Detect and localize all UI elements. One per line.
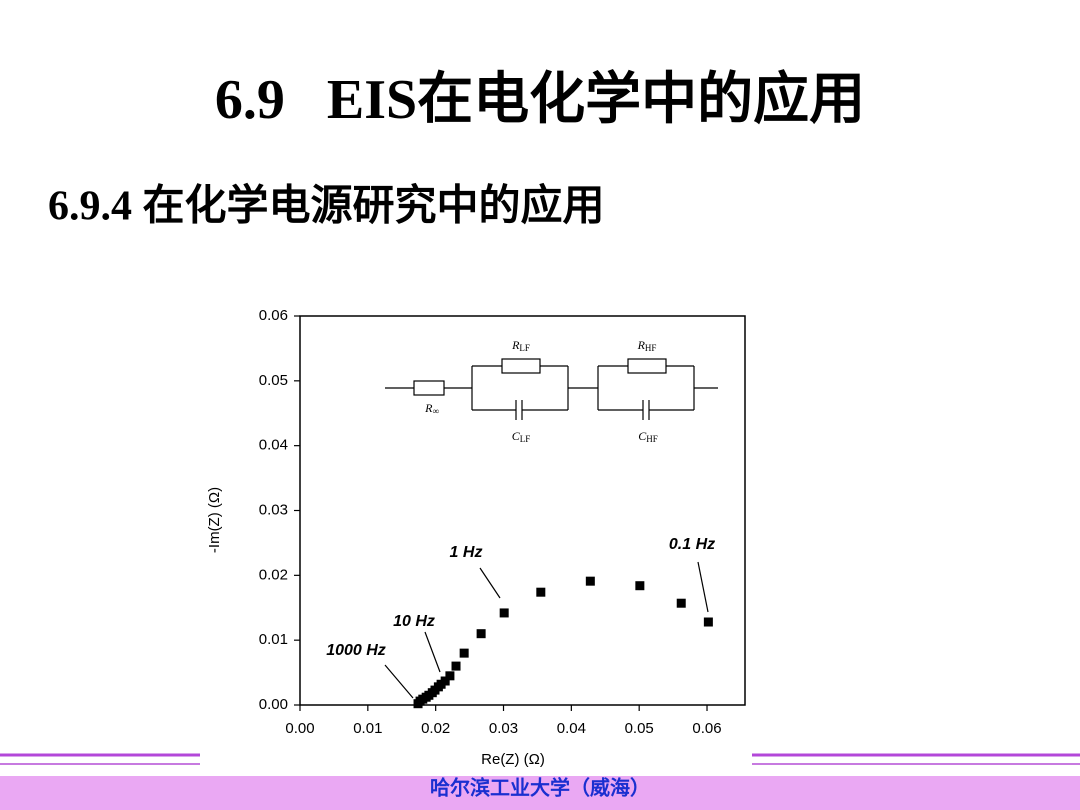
circuit-label: R∞: [424, 401, 439, 416]
x-tick-label: 0.06: [692, 720, 721, 737]
circuit-label-main: C: [512, 429, 521, 443]
data-point: [459, 648, 469, 658]
x-tick-label: 0.01: [353, 720, 382, 737]
data-point: [585, 576, 595, 586]
annotation-arrows: [384, 561, 709, 699]
circuit-label-sub: ∞: [432, 406, 438, 416]
data-point: [476, 629, 486, 639]
data-point: [635, 581, 645, 591]
circuit-label-sub: HF: [645, 343, 657, 353]
annotation: 0.1 Hz: [669, 536, 715, 553]
chart-panel: [200, 298, 752, 776]
y-tick-label: 0.06: [259, 307, 288, 324]
circuit-label-main: C: [638, 429, 647, 443]
annotation: 10 Hz: [393, 613, 435, 630]
x-tick-label: 0.02: [421, 720, 450, 737]
y-tick-label: 0.02: [259, 566, 288, 583]
data-point: [440, 676, 450, 686]
data-point: [676, 598, 686, 608]
y-tick-label: 0.04: [259, 437, 288, 454]
x-tick-label: 0.00: [285, 720, 314, 737]
y-tick-label: 0.00: [259, 696, 288, 713]
slide-title: 6.9 EIS在电化学中的应用: [215, 69, 865, 131]
circuit-label-main: R: [637, 338, 646, 352]
y-tick-label: 0.05: [259, 372, 288, 389]
circuit-label: CHF: [638, 429, 658, 444]
circuit-label-main: R: [511, 338, 520, 352]
y-tick-label: 0.01: [259, 631, 288, 648]
footer-band: [0, 776, 1080, 810]
circuit-label-sub: LF: [520, 434, 531, 444]
circuit-label: RHF: [637, 338, 657, 353]
y-tick-label: 0.03: [259, 501, 288, 518]
circuit-label-sub: HF: [646, 434, 658, 444]
data-point: [536, 587, 546, 597]
x-tick-label: 0.03: [489, 720, 518, 737]
slide-subtitle: 6.9.4 在化学电源研究中的应用: [48, 183, 605, 230]
circuit-label-main: R: [424, 401, 433, 415]
x-tick-label: 0.05: [625, 720, 654, 737]
data-point: [451, 661, 461, 671]
x-tick-label: 0.04: [557, 720, 586, 737]
y-axis-label: -Im(Z) (Ω): [206, 487, 223, 553]
data-point: [703, 617, 713, 627]
circuit-label: RLF: [511, 338, 530, 353]
footer-text: 哈尔滨工业大学（威海）: [430, 776, 650, 800]
data-point: [445, 671, 455, 681]
chart: Re(Z) (Ω) -Im(Z) (Ω) 0.00 0.01 0.02 0.03 0.0…: [206, 307, 746, 768]
annotation: 1000 Hz: [326, 642, 386, 659]
circuit-label: CLF: [512, 429, 531, 444]
circuit: [385, 358, 718, 420]
data-point: [499, 608, 509, 618]
circuit-label-sub: LF: [519, 343, 530, 353]
annotation: 1 Hz: [450, 544, 483, 561]
x-axis-label: Re(Z) (Ω): [481, 751, 545, 768]
